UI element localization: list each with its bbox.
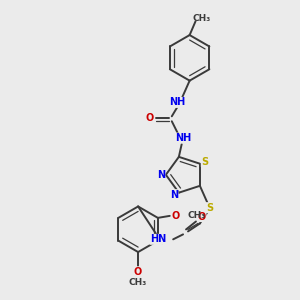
- Text: S: S: [206, 202, 213, 213]
- Text: HN: HN: [150, 234, 166, 244]
- Text: CH₃: CH₃: [129, 278, 147, 287]
- Text: CH₃: CH₃: [192, 14, 211, 23]
- Text: S: S: [201, 157, 208, 167]
- Text: O: O: [198, 212, 206, 221]
- Text: NH: NH: [176, 133, 192, 143]
- Text: O: O: [146, 113, 154, 123]
- Text: O: O: [172, 211, 180, 221]
- Text: O: O: [134, 267, 142, 277]
- Text: N: N: [157, 170, 165, 180]
- Text: N: N: [170, 190, 178, 200]
- Text: CH₃: CH₃: [188, 212, 206, 220]
- Text: NH: NH: [169, 98, 186, 107]
